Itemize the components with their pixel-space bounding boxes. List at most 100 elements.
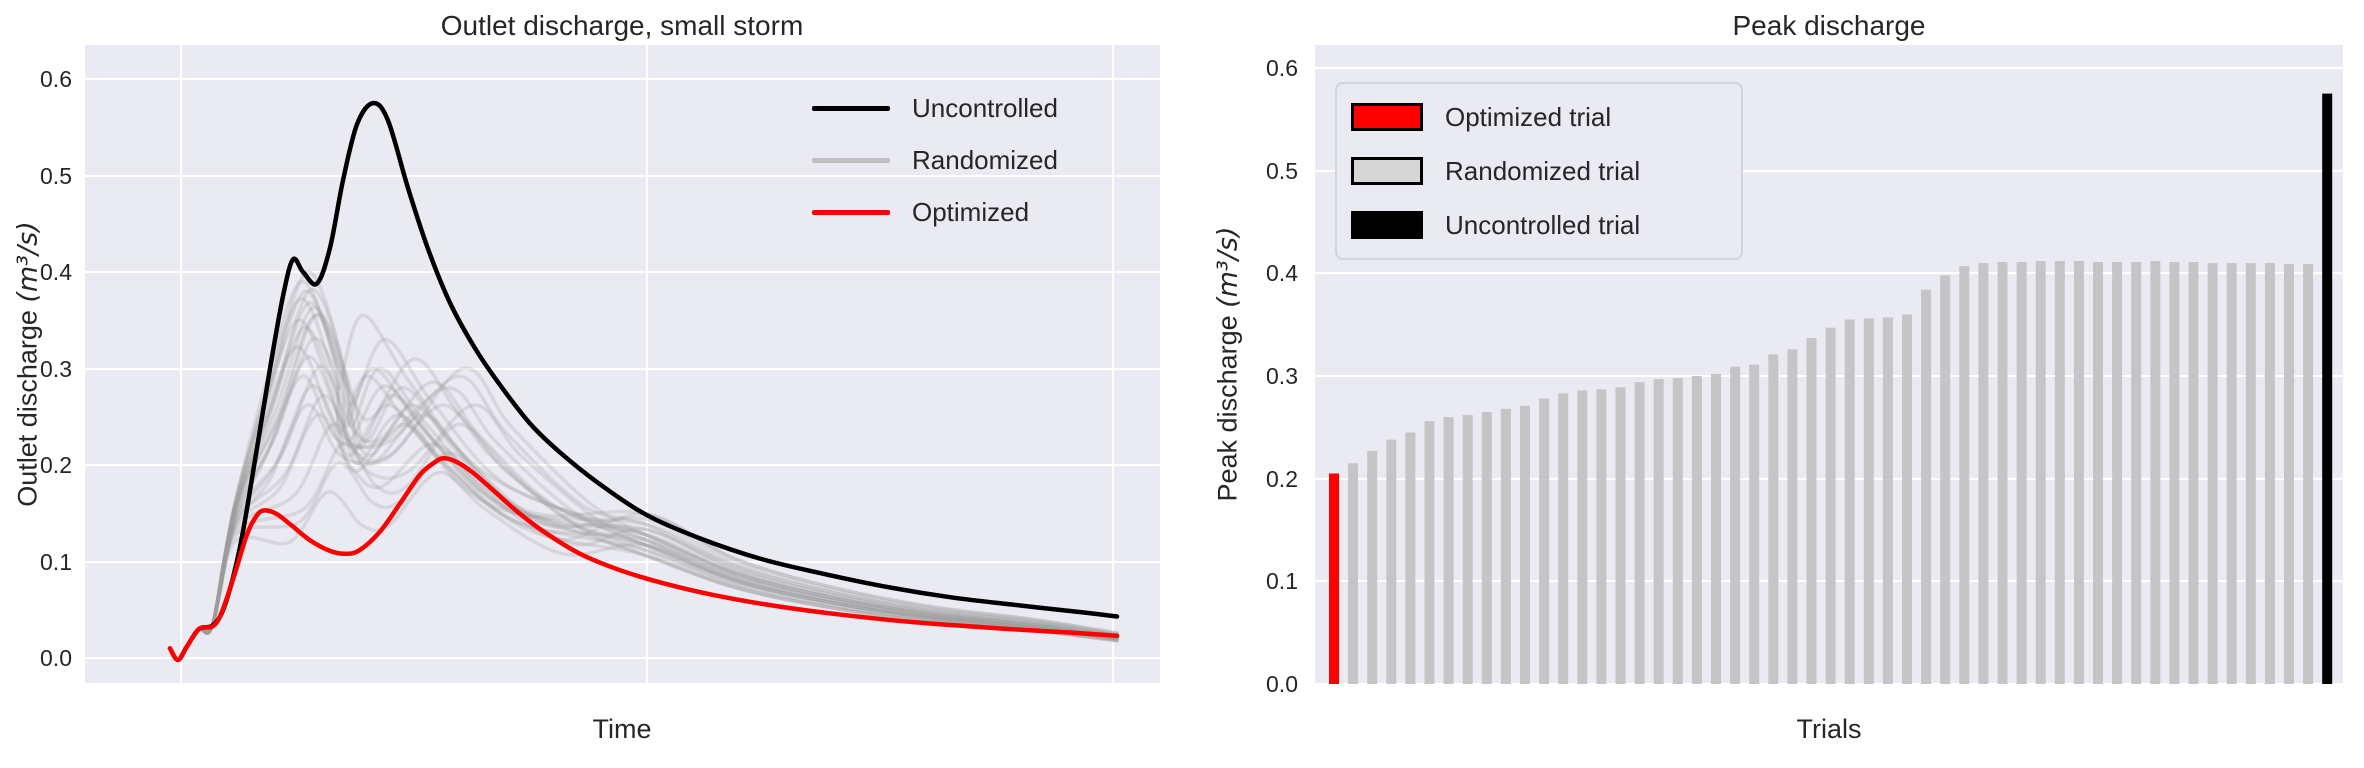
legend-item-uncontrolled: Uncontrolled: [812, 93, 1142, 124]
bar-randomized-trial: [2131, 262, 2142, 684]
bar-randomized-trial: [2016, 262, 2027, 684]
y-tick-label: 0.4: [1266, 260, 1298, 287]
randomized-trial-line: [168, 301, 1119, 662]
bar-randomized-trial: [1997, 262, 2008, 684]
legend-label: Optimized: [912, 196, 1030, 227]
bar-randomized-trial: [1596, 389, 1607, 684]
y-tick-label: 0.3: [1266, 362, 1298, 389]
randomized-trial-line: [168, 422, 1119, 662]
randomized-trial-line: [168, 355, 1119, 662]
bar-randomized-trial: [2207, 263, 2218, 684]
bar-randomized-trial: [1577, 390, 1588, 684]
bar-randomized-trial: [1806, 338, 1817, 684]
uncontrolled-trial-swatch: [1351, 211, 1423, 239]
bar-optimized-trial: [1329, 473, 1339, 684]
optimized-line: [167, 455, 1120, 663]
bar-randomized-trial: [1348, 463, 1359, 684]
randomized-trial-swatch: [1351, 157, 1423, 185]
legend-label: Uncontrolled trial: [1445, 209, 1641, 240]
uncontrolled-line-swatch: [812, 105, 890, 111]
bar-randomized-trial: [1539, 398, 1550, 684]
bar-randomized-trial: [1787, 349, 1798, 684]
bar-randomized-trial: [1978, 263, 1989, 684]
bar-randomized-trial: [2264, 263, 2275, 684]
bar-randomized-trial: [1844, 319, 1855, 684]
left-plot-area: [85, 45, 1160, 683]
randomized-trial-line: [168, 279, 1119, 662]
bar-randomized-trial: [1749, 364, 1760, 684]
bar-randomized-trial: [1825, 327, 1836, 684]
bar-randomized-trial: [2284, 264, 2294, 684]
randomized-trial-line: [168, 413, 1119, 662]
randomized-line-swatch: [812, 157, 890, 163]
legend-label: Optimized trial: [1445, 101, 1612, 132]
bar-randomized-trial: [2093, 262, 2103, 684]
randomized-trial-line: [168, 305, 1119, 662]
bar-randomized-trial: [2112, 262, 2123, 684]
gridline: [85, 657, 1160, 659]
y-tick-label: 0.6: [40, 66, 72, 92]
randomized-trial-line: [168, 345, 1119, 662]
bar-randomized-trial: [1634, 382, 1645, 684]
bar-randomized-trial: [1500, 408, 1511, 684]
bar-randomized-trial: [1462, 415, 1473, 684]
bar-randomized-trial: [2150, 261, 2161, 684]
y-tick-label: 0.1: [1266, 568, 1298, 595]
randomized-trial-line: [168, 318, 1119, 662]
bar-uncontrolled-trial: [2322, 93, 2333, 685]
legend-label: Randomized: [912, 144, 1058, 175]
left-x-axis-label: Time: [592, 714, 652, 744]
randomized-trial-line: [168, 403, 1119, 662]
randomized-trial-line: [168, 374, 1119, 662]
gridline: [646, 45, 648, 683]
gridline: [85, 271, 1160, 273]
bar-randomized-trial: [2245, 263, 2256, 684]
gridline: [1315, 66, 2343, 69]
y-tick-label: 0.2: [40, 452, 72, 478]
bar-randomized-trial: [2188, 262, 2199, 684]
bar-randomized-trial: [1863, 318, 1874, 684]
gridline: [85, 174, 1160, 177]
y-tick-label: 0.5: [40, 162, 72, 189]
bar-randomized-trial: [1653, 379, 1664, 684]
legend-item-uncontrolled-trial: Uncontrolled trial: [1351, 210, 1741, 241]
gridline: [1112, 45, 1114, 683]
optimized-line-swatch: [812, 209, 890, 215]
bar-randomized-trial: [1520, 405, 1530, 684]
bar-randomized-trial: [2035, 261, 2046, 684]
gridline: [1315, 272, 2343, 275]
randomized-trial-line: [168, 289, 1119, 662]
randomized-trial-line: [168, 312, 1119, 662]
bar-randomized-trial: [1882, 317, 1893, 684]
y-tick-label: 0.6: [1266, 54, 1298, 81]
bar-randomized-trial: [1730, 366, 1741, 684]
randomized-trial-line: [168, 364, 1119, 662]
randomized-trial-line: [168, 393, 1119, 662]
bar-randomized-trial: [1940, 275, 1951, 684]
y-tick-label: 0.2: [1266, 465, 1298, 492]
legend-item-randomized: Randomized: [812, 145, 1142, 176]
randomized-trial-line: [168, 326, 1119, 662]
randomized-trial-line: [168, 374, 1119, 662]
legend-item-optimized: Optimized: [812, 197, 1142, 228]
randomized-trial-line: [168, 287, 1119, 662]
left-plot-title: Outlet discharge, small storm: [440, 10, 804, 41]
left-plot-canvas: [167, 100, 1120, 663]
gridline: [85, 560, 1160, 563]
bar-randomized-trial: [2054, 261, 2065, 684]
bar-randomized-trial: [1386, 439, 1397, 684]
randomized-trial-line: [168, 297, 1119, 662]
bar-randomized-trial: [2226, 263, 2237, 684]
y-tick-label: 0.0: [40, 645, 72, 671]
gridline: [85, 367, 1160, 370]
bar-randomized-trial: [1481, 411, 1492, 684]
bar-randomized-trial: [1443, 417, 1454, 684]
optimized-trial-swatch: [1351, 103, 1423, 131]
bar-randomized-trial: [1921, 289, 1932, 684]
gridline: [85, 78, 1160, 80]
legend-item-randomized-trial: Randomized trial: [1351, 156, 1741, 187]
bar-randomized-trial: [1367, 450, 1378, 684]
gridline: [180, 45, 182, 683]
y-tick-label: 0.4: [40, 259, 72, 285]
